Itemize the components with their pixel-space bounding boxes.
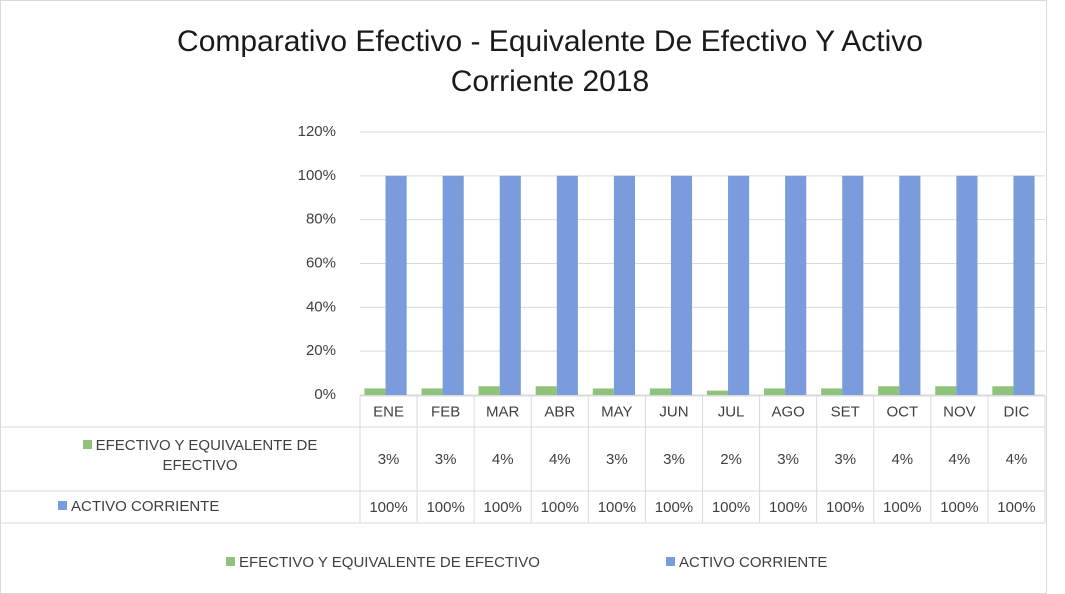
bar bbox=[364, 388, 386, 395]
row-label: EFECTIVO Y EQUIVALENTE DE EFECTIVO bbox=[95, 437, 318, 474]
table-cell: 4% bbox=[891, 451, 913, 468]
x-tick-label: ABR bbox=[544, 403, 575, 420]
y-tick-label: 40% bbox=[306, 298, 336, 315]
bar bbox=[878, 386, 900, 395]
bar bbox=[421, 388, 443, 395]
row-label: ACTIVO CORRIENTE bbox=[679, 554, 828, 571]
table-cell: 3% bbox=[663, 451, 685, 468]
table-cell: 4% bbox=[549, 451, 571, 468]
legend-swatch bbox=[82, 440, 92, 449]
table-cell: 100% bbox=[655, 499, 693, 516]
x-tick-label: FEB bbox=[431, 403, 460, 420]
x-tick-label: MAY bbox=[601, 403, 632, 420]
table-cell: 100% bbox=[712, 499, 750, 516]
x-tick-label: SET bbox=[831, 403, 860, 420]
x-tick-label: DIC bbox=[1004, 403, 1030, 420]
table-cell: 100% bbox=[826, 499, 864, 516]
y-tick-label: 120% bbox=[298, 123, 336, 140]
bar bbox=[670, 175, 693, 395]
bar bbox=[385, 175, 407, 395]
legend-item: EFECTIVO Y EQUIVALENTE DE EFECTIVO bbox=[226, 553, 540, 573]
y-tick-label: 0% bbox=[314, 386, 336, 403]
bar bbox=[935, 386, 957, 395]
table-cell: 100% bbox=[484, 499, 522, 516]
bar bbox=[706, 390, 729, 395]
y-tick-label: 100% bbox=[298, 167, 336, 184]
table-cell: 100% bbox=[769, 499, 807, 516]
x-tick-label: ENE bbox=[373, 403, 404, 420]
bar bbox=[728, 175, 750, 395]
bar bbox=[899, 175, 921, 395]
bar bbox=[649, 388, 671, 395]
legend-swatch bbox=[226, 557, 235, 566]
table-row-label: EFECTIVO Y EQUIVALENTE DE EFECTIVO bbox=[50, 436, 350, 476]
table-row-label: ACTIVO CORRIENTE bbox=[58, 497, 358, 517]
table-cell: 100% bbox=[369, 499, 407, 516]
table-cell: 100% bbox=[598, 499, 636, 516]
table-cell: 100% bbox=[997, 499, 1035, 516]
bar bbox=[613, 175, 635, 395]
table-cell: 3% bbox=[435, 451, 457, 468]
bar bbox=[535, 386, 557, 395]
table-cell: 100% bbox=[940, 499, 978, 516]
bar bbox=[1013, 175, 1035, 395]
bar bbox=[842, 175, 864, 395]
chart-title: Comparativo Efectivo - Equivalente De Ef… bbox=[177, 25, 923, 98]
legend-swatch bbox=[58, 501, 67, 510]
table-cell: 100% bbox=[426, 499, 464, 516]
y-tick-label: 20% bbox=[306, 342, 336, 359]
bar bbox=[478, 386, 500, 395]
table-cell: 100% bbox=[541, 499, 579, 516]
row-label: ACTIVO CORRIENTE bbox=[71, 498, 220, 515]
bar bbox=[992, 386, 1014, 395]
table-cell: 3% bbox=[606, 451, 628, 468]
x-tick-label: MAR bbox=[486, 403, 520, 420]
bar bbox=[442, 175, 464, 395]
legend-item: ACTIVO CORRIENTE bbox=[666, 553, 827, 573]
bar bbox=[785, 175, 807, 395]
legend-swatch bbox=[666, 557, 675, 566]
table-cell: 100% bbox=[883, 499, 921, 516]
bar bbox=[764, 388, 786, 395]
table-cell: 3% bbox=[378, 451, 400, 468]
y-tick-label: 60% bbox=[306, 254, 336, 271]
table-cell: 2% bbox=[720, 451, 742, 468]
bar bbox=[592, 388, 614, 395]
x-tick-label: OCT bbox=[886, 403, 918, 420]
y-tick-label: 80% bbox=[306, 211, 336, 228]
x-tick-label: JUN bbox=[659, 403, 688, 420]
x-tick-label: JUL bbox=[718, 403, 745, 420]
table-cell: 3% bbox=[777, 451, 799, 468]
bar bbox=[956, 175, 978, 395]
x-tick-label: AGO bbox=[771, 403, 804, 420]
table-cell: 3% bbox=[834, 451, 856, 468]
bar bbox=[821, 388, 843, 395]
table-cell: 4% bbox=[492, 451, 514, 468]
table-cell: 4% bbox=[1006, 451, 1028, 468]
table-cell: 4% bbox=[949, 451, 971, 468]
bar bbox=[499, 175, 521, 395]
row-label: EFECTIVO Y EQUIVALENTE DE EFECTIVO bbox=[239, 554, 540, 571]
x-tick-label: NOV bbox=[943, 403, 976, 420]
bar bbox=[556, 175, 578, 395]
